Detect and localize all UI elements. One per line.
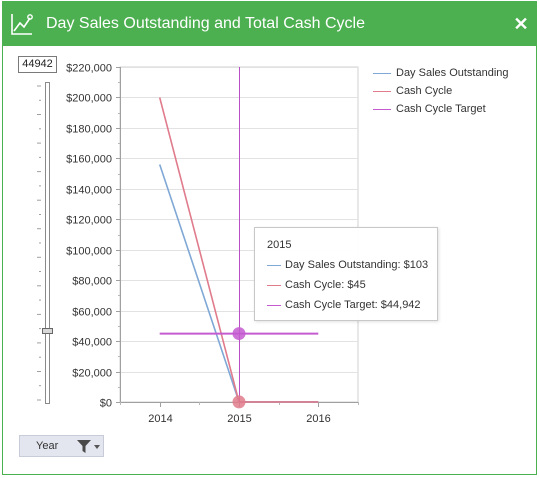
filter-icon	[77, 440, 91, 453]
legend-swatch	[373, 73, 391, 74]
y-tick-label: $120,000	[66, 215, 112, 227]
y-tick-label: $80,000	[72, 276, 112, 288]
legend-swatch	[373, 109, 391, 110]
line-chart-icon	[11, 14, 33, 35]
y-tick-label: $140,000	[66, 185, 112, 197]
y-tick-label: $100,000	[66, 246, 112, 258]
y-tick-label: $40,000	[72, 337, 112, 349]
year-filter-button[interactable]: Year	[19, 435, 104, 457]
y-tick-label: $180,000	[66, 124, 112, 136]
legend-item[interactable]: Day Sales Outstanding	[370, 66, 530, 84]
y-tick-label: $20,000	[72, 368, 112, 380]
tooltip-swatch	[267, 265, 281, 266]
legend-item[interactable]: Cash Cycle Target	[370, 102, 530, 120]
legend-label: Day Sales Outstanding	[396, 67, 509, 79]
chart-legend: Day Sales Outstanding Cash Cycle Cash Cy…	[370, 66, 530, 120]
tooltip-swatch	[267, 305, 281, 306]
legend-label: Cash Cycle	[396, 85, 453, 97]
title-bar: Day Sales Outstanding and Total Cash Cyc…	[3, 2, 536, 46]
y-tick-label: $220,000	[66, 63, 112, 75]
legend-swatch	[373, 91, 391, 92]
tooltip-text: Day Sales Outstanding: $103	[285, 259, 429, 271]
window-title: Day Sales Outstanding and Total Cash Cyc…	[46, 15, 365, 32]
chart-tooltip: 2015 Day Sales Outstanding: $103 Cash Cy…	[254, 227, 438, 321]
data-point-cash-cycle	[232, 395, 246, 409]
data-point-cash-cycle-target	[232, 327, 246, 341]
tooltip-text: Cash Cycle: $45	[285, 279, 366, 291]
slider-ticks	[37, 85, 41, 401]
x-tick-label: 2015	[227, 413, 251, 425]
tooltip-title: 2015	[267, 239, 292, 251]
year-filter-label: Year	[36, 440, 59, 452]
value-slider-thumb[interactable]	[42, 328, 53, 334]
chevron-down-icon	[94, 445, 100, 449]
x-tick-label: 2016	[306, 413, 330, 425]
y-tick-label: $160,000	[66, 154, 112, 166]
slider-value-input[interactable]: 44942	[18, 56, 57, 73]
tooltip-swatch	[267, 285, 281, 286]
close-button[interactable]: ✕	[513, 14, 529, 34]
x-tick-label: 2014	[148, 413, 172, 425]
legend-label: Cash Cycle Target	[396, 103, 486, 115]
value-slider-track[interactable]	[45, 82, 50, 404]
y-tick-label: $60,000	[72, 307, 112, 319]
y-tick-label: $0	[100, 398, 112, 410]
tooltip-text: Cash Cycle Target: $44,942	[285, 299, 421, 311]
y-tick-label: $200,000	[66, 93, 112, 105]
legend-item[interactable]: Cash Cycle	[370, 84, 530, 102]
